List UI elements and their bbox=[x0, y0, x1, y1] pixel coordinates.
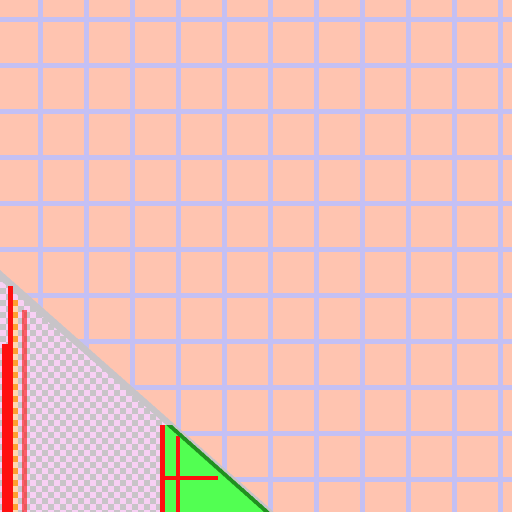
orange-strip bbox=[12, 300, 18, 512]
red-bar bbox=[160, 425, 165, 512]
red-bar bbox=[22, 310, 27, 512]
green-triangle bbox=[160, 425, 264, 512]
red-bar bbox=[176, 436, 180, 512]
red-bar bbox=[8, 286, 13, 512]
green-edge bbox=[166, 425, 270, 512]
red-bar bbox=[2, 344, 8, 512]
red-bar bbox=[160, 476, 218, 480]
